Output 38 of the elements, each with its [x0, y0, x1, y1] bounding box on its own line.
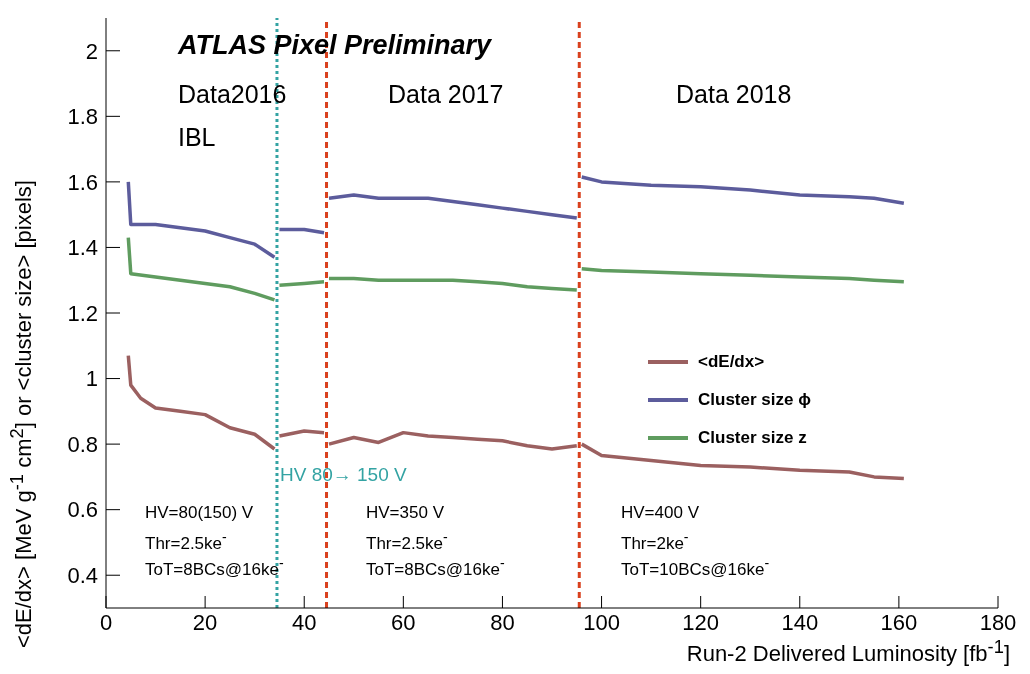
y-tick-label: 0.4 — [67, 563, 98, 589]
annotation: HV=80(150) V — [145, 503, 254, 523]
x-tick-label: 140 — [781, 609, 819, 635]
legend-label: Cluster size z — [698, 428, 807, 448]
x-tick-label: 120 — [682, 609, 720, 635]
text: ATLAS Pixel Preliminary — [178, 30, 492, 61]
x-tick-label: 60 — [391, 609, 416, 635]
x-tick-label: 160 — [880, 609, 918, 635]
x-tick-label: 20 — [192, 609, 218, 635]
y-tick-label: 2 — [85, 38, 98, 64]
annotation: Thr=2ke$^{-}$ — [621, 529, 689, 554]
x-tick-label: 100 — [583, 609, 620, 635]
x-tick-label: 180 — [979, 609, 1017, 635]
y-tick-label: 0.6 — [67, 497, 98, 523]
annotation: Data 2018 — [676, 80, 792, 109]
x-tick-label: 0 — [99, 609, 113, 635]
annotation: HV=400 V — [621, 503, 699, 523]
annotation: IBL — [178, 123, 216, 152]
legend-label: Cluster size ϕ — [698, 390, 811, 410]
x-tick-label: 40 — [291, 609, 317, 635]
annotation: HV=350 V — [366, 503, 444, 523]
y-tick-label: 0.8 — [67, 431, 98, 457]
annotation: Thr=2.5ke$^{-}$ — [145, 529, 227, 554]
y-tick-label: 1.6 — [67, 169, 98, 195]
x-tick-label: 80 — [490, 609, 515, 635]
annotation: Thr=2.5ke$^{-}$ — [366, 529, 448, 554]
y-tick-label: 1 — [85, 366, 98, 392]
y-tick-label: 1.8 — [67, 104, 98, 130]
y-tick-label: 1.2 — [67, 300, 98, 326]
annotation: ToT=8BCs@16ke$^{-}$ — [366, 555, 505, 580]
x-axis-title: Run-2 Delivered Luminosity [fb$^{-1}$] — [686, 636, 1010, 668]
y-tick-label: 1.4 — [67, 235, 98, 261]
annotation: ToT=8BCs@16ke$^{-}$ — [145, 555, 284, 580]
annotation: Data 2017 — [388, 80, 504, 109]
legend-label: <dE/dx> — [698, 352, 765, 372]
annotation: ToT=10BCs@16ke$^{-}$ — [621, 555, 770, 580]
annotation: Data2016 — [178, 80, 287, 109]
ref-line-label: HV 80→ 150 V — [279, 464, 408, 486]
